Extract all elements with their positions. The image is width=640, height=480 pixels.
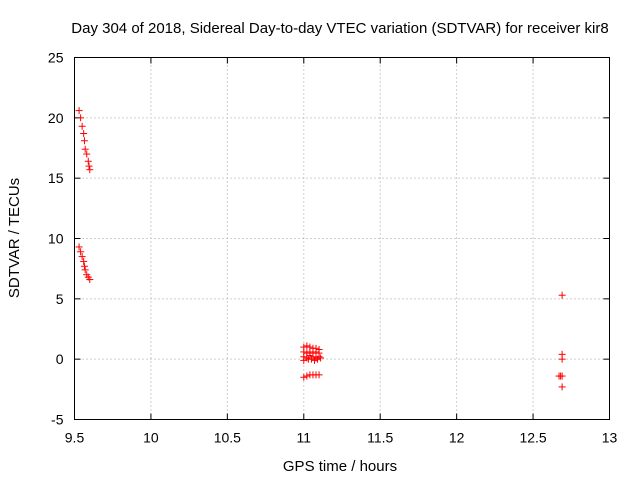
data-point-marker: [86, 166, 94, 174]
data-point-marker: [75, 243, 83, 251]
data-point-marker: [307, 355, 315, 363]
x-tick-label: 11: [297, 430, 312, 446]
data-point-marker: [317, 354, 325, 362]
data-point-marker: [558, 383, 566, 391]
y-axis-label: SDTVAR / TECUs: [6, 178, 23, 298]
data-point-marker: [84, 157, 92, 165]
x-tick-label: 12.5: [519, 430, 546, 446]
x-tick-label: 13: [602, 430, 618, 446]
y-tick-label: 0: [56, 351, 64, 367]
data-point-marker: [77, 248, 85, 256]
data-point-marker: [78, 122, 86, 130]
data-point-marker: [315, 371, 323, 379]
grid-lines: [74, 57, 610, 420]
data-point-marker: [77, 114, 85, 122]
data-point-marker: [300, 356, 308, 364]
data-point-marker: [558, 355, 566, 363]
data-point-marker: [86, 276, 94, 284]
data-point-marker: [558, 291, 566, 299]
data-point-marker: [80, 130, 88, 138]
data-point-marker: [83, 150, 91, 158]
data-point-marker: [310, 356, 318, 364]
data-point-marker: [300, 373, 308, 381]
y-tick-label: 5: [56, 291, 64, 307]
y-tick-label: -5: [51, 412, 64, 428]
data-point-marker: [81, 266, 89, 274]
y-tick-label: 20: [48, 110, 64, 126]
x-axis-label: GPS time / hours: [283, 458, 397, 475]
data-point-marker: [558, 372, 566, 380]
data-point-marker: [306, 352, 314, 360]
y-tick-labels: -5 0 5 10 15 20 25: [48, 50, 64, 428]
data-point-marker: [80, 262, 88, 270]
data-point-marker: [78, 253, 86, 261]
x-tick-labels: 9.5 10 10.5 11 11.5 12 12.5 13: [65, 430, 618, 446]
data-point-marker: [85, 162, 93, 170]
axis-ticks: [74, 57, 610, 420]
x-tick-label: 10: [143, 430, 159, 446]
data-point-marker: [303, 342, 311, 350]
data-point-marker: [80, 257, 88, 265]
x-tick-label: 11.5: [367, 430, 393, 446]
chart-title: Day 304 of 2018, Sidereal Day-to-day VTE…: [71, 20, 608, 37]
data-point-marker: [314, 355, 322, 363]
y-tick-label: 10: [48, 231, 64, 247]
data-point-marker: [303, 372, 311, 380]
x-tick-label: 10.5: [214, 430, 241, 446]
y-tick-label: 25: [48, 50, 64, 66]
data-point-marker: [81, 145, 89, 153]
y-tick-label: 15: [48, 170, 64, 186]
data-points: [75, 107, 566, 391]
data-point-marker: [75, 107, 83, 115]
data-point-marker: [80, 137, 88, 145]
x-tick-label: 12: [449, 430, 465, 446]
data-point-marker: [312, 348, 320, 356]
x-tick-label: 9.5: [65, 430, 85, 446]
